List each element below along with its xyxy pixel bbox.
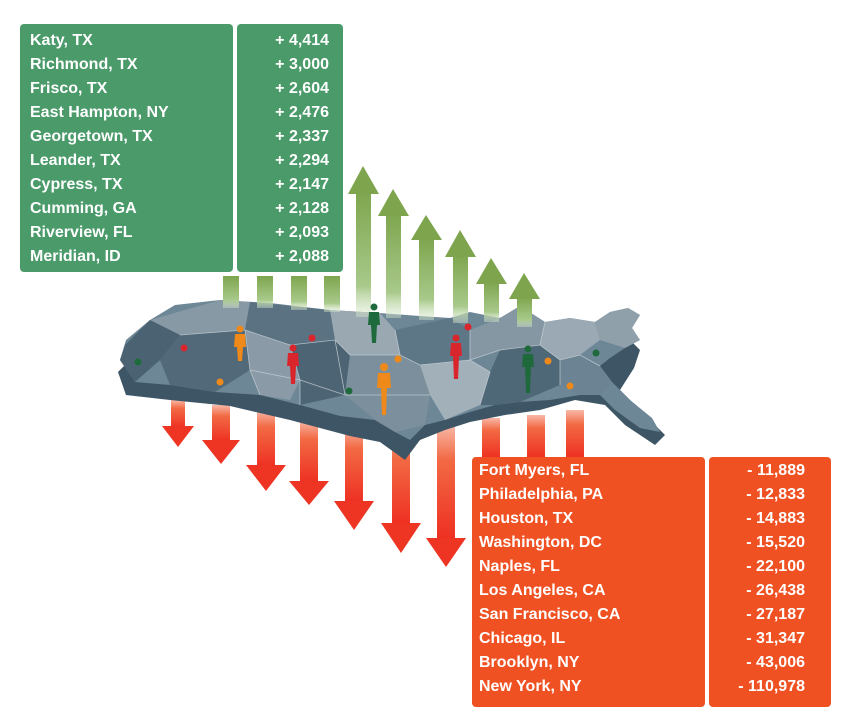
loser-city-label: San Francisco, CA bbox=[479, 606, 621, 623]
person-icon bbox=[450, 334, 462, 379]
location-dot bbox=[464, 323, 472, 331]
loser-change-value: - 31,347 bbox=[746, 630, 805, 647]
down-arrow-icon bbox=[334, 425, 374, 530]
person-icon bbox=[377, 363, 391, 415]
loser-change-value: - 14,883 bbox=[746, 510, 805, 527]
loser-city-label: Los Angeles, CA bbox=[479, 582, 606, 599]
down-arrow-icon bbox=[246, 410, 286, 491]
loser-change-value: - 27,187 bbox=[746, 606, 805, 623]
person-icon bbox=[234, 325, 246, 361]
location-dot bbox=[544, 357, 552, 365]
loser-change-value: - 12,833 bbox=[746, 486, 805, 503]
gainer-change-value: + 4,414 bbox=[275, 32, 329, 49]
location-dot bbox=[308, 334, 316, 342]
up-arrow-icon bbox=[257, 276, 273, 308]
gainer-change-value: + 2,294 bbox=[275, 152, 329, 169]
gainer-city-label: Richmond, TX bbox=[30, 56, 138, 73]
up-arrow-icon bbox=[445, 230, 476, 323]
up-arrow-icon bbox=[411, 215, 442, 320]
up-arrow-icon bbox=[223, 276, 239, 308]
up-arrow-icon bbox=[509, 273, 540, 327]
loser-change-value: - 43,006 bbox=[746, 654, 805, 671]
location-dot bbox=[394, 355, 402, 363]
loser-city-label: Chicago, IL bbox=[479, 630, 566, 647]
gainers-city-panel: Katy, TX Richmond, TX Frisco, TX East Hampt… bbox=[20, 24, 233, 272]
loser-change-value: - 110,978 bbox=[738, 678, 805, 695]
losers-value-panel: - 11,889 - 12,833 - 14,883 - 15,520 - 22,100… bbox=[709, 457, 831, 707]
person-icon bbox=[522, 345, 534, 393]
location-dot bbox=[134, 358, 142, 366]
gainer-change-value: + 3,000 bbox=[275, 56, 329, 73]
loser-city-label: Naples, FL bbox=[479, 558, 560, 575]
gainer-city-label: Leander, TX bbox=[30, 152, 121, 169]
up-arrow-icon bbox=[348, 166, 379, 317]
up-arrow-icon bbox=[378, 189, 409, 318]
gainer-change-value: + 2,604 bbox=[275, 80, 329, 97]
down-arrow-icon bbox=[527, 415, 545, 458]
down-arrow-icon bbox=[289, 420, 329, 505]
location-dot bbox=[566, 382, 574, 390]
loser-change-value: - 26,438 bbox=[746, 582, 805, 599]
gainer-city-label: Georgetown, TX bbox=[30, 128, 153, 145]
gainer-city-label: Katy, TX bbox=[30, 32, 93, 49]
loser-city-label: Washington, DC bbox=[479, 534, 602, 551]
down-arrow-icon bbox=[202, 405, 240, 464]
gainer-city-label: Cumming, GA bbox=[30, 200, 137, 217]
loser-city-label: Houston, TX bbox=[479, 510, 574, 527]
gainers-value-panel: + 4,414 + 3,000 + 2,604 + 2,476 + 2,337 + 2,2… bbox=[237, 24, 343, 272]
gainer-city-label: Frisco, TX bbox=[30, 80, 108, 97]
up-arrow-icon bbox=[291, 276, 307, 310]
gainer-city-label: East Hampton, NY bbox=[30, 104, 169, 121]
loser-city-label: Fort Myers, FL bbox=[479, 462, 590, 479]
person-icon bbox=[287, 344, 299, 384]
up-arrow-icon bbox=[324, 276, 340, 312]
loser-change-value: - 15,520 bbox=[746, 534, 805, 551]
person-icon bbox=[368, 303, 380, 343]
loser-change-value: - 11,889 bbox=[747, 462, 805, 479]
location-dot bbox=[216, 378, 224, 386]
loser-city-label: Brooklyn, NY bbox=[479, 654, 580, 671]
loser-city-label: New York, NY bbox=[479, 678, 582, 695]
us-map-icon bbox=[118, 300, 665, 460]
up-arrow-icon bbox=[476, 258, 507, 322]
location-dot bbox=[345, 387, 353, 395]
up-arrows bbox=[223, 166, 540, 327]
gainer-city-label: Cypress, TX bbox=[30, 176, 123, 193]
gainer-city-label: Meridian, ID bbox=[30, 248, 121, 265]
down-arrow-icon bbox=[566, 410, 584, 458]
gainer-change-value: + 2,088 bbox=[275, 248, 329, 265]
gainer-change-value: + 2,147 bbox=[275, 176, 329, 193]
location-dot bbox=[180, 344, 188, 352]
gainer-change-value: + 2,093 bbox=[275, 224, 329, 241]
down-arrow-icon bbox=[482, 418, 500, 458]
gainer-city-label: Riverview, FL bbox=[30, 224, 133, 241]
location-dot bbox=[592, 349, 600, 357]
losers-city-panel: Fort Myers, FL Philadelphia, PA Houston, T… bbox=[472, 457, 705, 707]
gainer-change-value: + 2,128 bbox=[275, 200, 329, 217]
down-arrow-icon bbox=[426, 425, 466, 567]
loser-city-label: Philadelphia, PA bbox=[479, 486, 604, 503]
gainer-change-value: + 2,337 bbox=[275, 128, 329, 145]
gainer-change-value: + 2,476 bbox=[275, 104, 329, 121]
loser-change-value: - 22,100 bbox=[746, 558, 805, 575]
down-arrow-icon bbox=[162, 400, 194, 447]
